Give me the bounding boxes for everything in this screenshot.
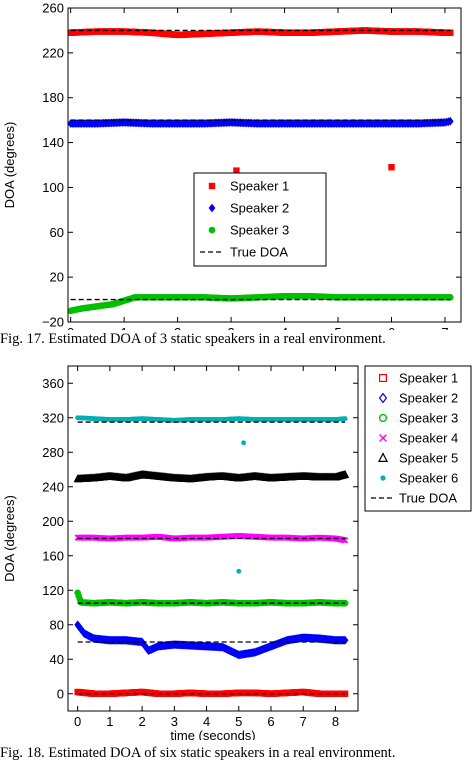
legend-entry: Speaker 1: [399, 371, 458, 386]
x-tick-label: 1: [106, 714, 113, 729]
legend-entry: Speaker 6: [399, 471, 458, 486]
x-tick-label: 2: [174, 325, 181, 330]
legend-entry: Speaker 3: [399, 411, 458, 426]
y-tick-label: 280: [42, 445, 64, 460]
x-tick-label: 6: [388, 325, 395, 330]
legend-marker: [378, 392, 388, 404]
x-tick-label: 2: [138, 714, 145, 729]
y-tick-label: 260: [42, 1, 64, 16]
legend: Speaker 1 Speaker 2 Speaker 3 Speaker 4 Spea…: [364, 365, 472, 512]
y-tick-label: 180: [42, 90, 64, 105]
series-speaker-5: [73, 469, 350, 483]
x-tick-label: 4: [281, 325, 288, 330]
series-true-doa: [70, 29, 451, 301]
y-tick-label: 200: [42, 514, 64, 529]
series-speaker-3: [74, 589, 349, 607]
data-point: [342, 416, 348, 422]
figure-18: 0 1 2 3 4 5 6 7 8 0 40 80 120 160 200 240 280 320 360 time …: [0, 360, 474, 740]
series-speaker-3: [68, 292, 454, 315]
legend-box: [193, 172, 327, 267]
x-tick-label: 5: [334, 325, 341, 330]
legend-entry: Speaker 1: [230, 179, 289, 194]
figure-18-caption: Fig. 18. Estimated DOA of six static spe…: [0, 745, 396, 761]
plot-frame: [67, 7, 462, 323]
legend-entry: Speaker 2: [399, 391, 458, 406]
legend-entry: True DOA: [230, 245, 288, 260]
x-tick-label: 3: [171, 714, 178, 729]
legend-entry: Speaker 5: [399, 451, 458, 466]
legend-marker: [379, 434, 387, 442]
x-axis-label: time (seconds): [170, 728, 255, 740]
y-tick-label: 160: [42, 548, 64, 563]
legend-marker: [380, 475, 386, 481]
data-layer: [68, 27, 454, 315]
plot-frame: [67, 365, 359, 712]
x-tick-label: 6: [267, 714, 274, 729]
outlier-point: [233, 167, 240, 174]
y-tick-label: 100: [42, 180, 64, 195]
outlier-point: [236, 568, 242, 574]
x-tick-label: 0: [74, 714, 81, 729]
legend-marker: [208, 226, 216, 234]
legend-entry: Speaker 4: [399, 431, 458, 446]
series-speaker-1: [68, 27, 454, 174]
y-tick-label: −20: [42, 315, 64, 330]
legend-entry: Speaker 2: [230, 201, 289, 216]
outlier-point: [388, 164, 395, 171]
y-tick-label: 320: [42, 410, 64, 425]
data-layer: [73, 415, 350, 697]
x-tick-label: 7: [441, 325, 448, 330]
legend-marker: [208, 203, 216, 213]
y-tick-label: 120: [42, 583, 64, 598]
y-tick-label: 220: [42, 45, 64, 60]
y-tick-label: 0: [57, 686, 64, 701]
series-true-doa: [77, 421, 346, 695]
x-tick-label: 4: [203, 714, 210, 729]
outlier-point: [241, 440, 247, 446]
y-tick-label: 40: [50, 652, 64, 667]
legend: Speaker 1 Speaker 2 Speaker 3 True DOA: [193, 172, 327, 267]
data-point: [341, 469, 350, 478]
legend-marker: [378, 413, 388, 423]
legend-entry: Speaker 3: [230, 223, 289, 238]
figure-18-chart: 0 1 2 3 4 5 6 7 804080120160200240280320360time …: [2, 365, 472, 740]
y-tick-label: 240: [42, 479, 64, 494]
legend-entry: True DOA: [399, 491, 457, 506]
y-tick-label: 140: [42, 135, 64, 150]
y-axis-label: DOA (degrees): [2, 122, 17, 209]
series-speaker-1: [74, 688, 349, 697]
series-speaker-6: [75, 415, 348, 574]
y-tick-label: 60: [50, 225, 64, 240]
series-speaker-2: [68, 116, 454, 128]
y-tick-label: 20: [50, 270, 64, 285]
legend-marker: [379, 374, 388, 383]
x-tick-label: 1: [121, 325, 128, 330]
data-point: [341, 635, 349, 645]
x-tick-label: 8: [332, 714, 339, 729]
x-tick-label: 3: [227, 325, 234, 330]
series-speaker-4: [74, 532, 349, 544]
y-tick-label: 80: [50, 617, 64, 632]
y-tick-label: 360: [42, 376, 64, 391]
x-tick-label: 7: [300, 714, 307, 729]
figure-17-caption: Fig. 17. Estimated DOA of 3 static speak…: [0, 331, 386, 347]
series-speaker-2: [74, 620, 349, 660]
legend-marker: [208, 182, 216, 190]
x-tick-label: 5: [235, 714, 242, 729]
legend-marker: [377, 452, 389, 462]
y-axis-label: DOA (degrees): [2, 495, 17, 582]
x-tick-label: 0: [67, 325, 74, 330]
